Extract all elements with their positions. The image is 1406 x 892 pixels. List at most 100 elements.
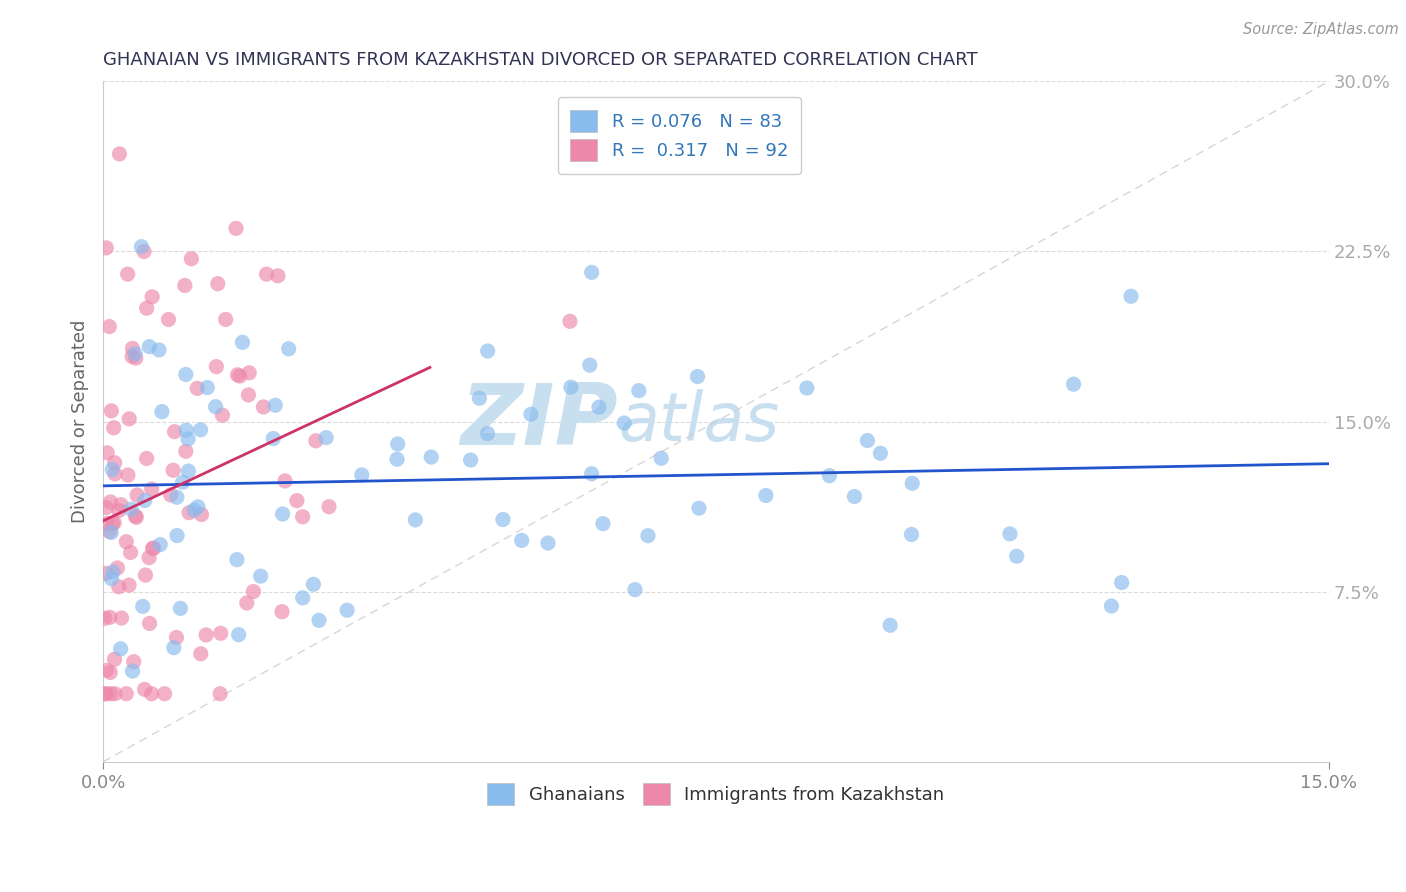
Point <box>150 404 173 418</box>
Point <box>190 647 212 661</box>
Point <box>141 541 163 556</box>
Point <box>387 437 409 451</box>
Point <box>477 426 499 441</box>
Point <box>242 584 264 599</box>
Point <box>135 451 157 466</box>
Point <box>274 474 297 488</box>
Point <box>107 580 129 594</box>
Point <box>460 453 482 467</box>
Point <box>650 451 672 466</box>
Point <box>132 244 155 259</box>
Point <box>131 239 153 253</box>
Point <box>169 601 191 615</box>
Point <box>581 265 603 279</box>
Point <box>117 267 139 281</box>
Point <box>229 369 252 384</box>
Point <box>96 500 118 515</box>
Point <box>209 626 232 640</box>
Point <box>141 290 163 304</box>
Point <box>183 503 205 517</box>
Point <box>122 655 145 669</box>
Point <box>103 516 125 530</box>
Point <box>613 416 636 430</box>
Point <box>125 351 148 365</box>
Point <box>124 347 146 361</box>
Point <box>998 527 1021 541</box>
Point <box>132 599 155 614</box>
Point <box>98 665 121 680</box>
Point <box>900 527 922 541</box>
Point <box>336 603 359 617</box>
Point <box>118 412 141 426</box>
Point <box>163 640 186 655</box>
Point <box>637 529 659 543</box>
Point <box>627 384 650 398</box>
Point <box>315 431 337 445</box>
Point <box>308 613 330 627</box>
Point <box>1111 575 1133 590</box>
Point <box>537 536 560 550</box>
Point <box>138 616 160 631</box>
Point <box>796 381 818 395</box>
Point <box>205 359 228 374</box>
Text: atlas: atlas <box>617 389 779 455</box>
Point <box>226 368 249 382</box>
Point <box>94 611 117 625</box>
Point <box>149 538 172 552</box>
Point <box>110 498 132 512</box>
Point <box>142 541 165 556</box>
Point <box>404 513 426 527</box>
Point <box>162 463 184 477</box>
Point <box>173 278 195 293</box>
Point <box>209 687 232 701</box>
Y-axis label: Divorced or Separated: Divorced or Separated <box>72 320 89 524</box>
Point <box>869 446 891 460</box>
Point <box>901 476 924 491</box>
Point <box>148 343 170 357</box>
Point <box>108 147 131 161</box>
Point <box>177 464 200 478</box>
Point <box>134 568 156 582</box>
Point <box>592 516 614 531</box>
Point <box>256 267 278 281</box>
Point <box>103 652 125 666</box>
Point <box>177 506 200 520</box>
Point <box>1063 377 1085 392</box>
Point <box>186 381 208 395</box>
Point <box>157 312 180 326</box>
Point <box>385 452 408 467</box>
Point <box>688 501 710 516</box>
Point <box>249 569 271 583</box>
Point <box>94 566 117 581</box>
Legend: Ghanaians, Immigrants from Kazakhstan: Ghanaians, Immigrants from Kazakhstan <box>478 774 953 814</box>
Point <box>686 369 709 384</box>
Point <box>166 490 188 504</box>
Point <box>187 500 209 514</box>
Point <box>163 425 186 439</box>
Point <box>231 335 253 350</box>
Point <box>101 565 124 579</box>
Point <box>121 342 143 356</box>
Point <box>180 252 202 266</box>
Point <box>238 388 260 402</box>
Point <box>134 682 156 697</box>
Point <box>115 534 138 549</box>
Point <box>165 631 187 645</box>
Point <box>578 358 600 372</box>
Point <box>844 490 866 504</box>
Point <box>588 401 610 415</box>
Point <box>879 618 901 632</box>
Point <box>117 468 139 483</box>
Point <box>110 641 132 656</box>
Point <box>510 533 533 548</box>
Text: ZIP: ZIP <box>460 380 617 463</box>
Point <box>104 467 127 481</box>
Point <box>174 423 197 437</box>
Point <box>818 468 841 483</box>
Point <box>1005 549 1028 564</box>
Point <box>174 368 197 382</box>
Point <box>264 398 287 412</box>
Point <box>420 450 443 464</box>
Point <box>138 340 160 354</box>
Point <box>153 687 176 701</box>
